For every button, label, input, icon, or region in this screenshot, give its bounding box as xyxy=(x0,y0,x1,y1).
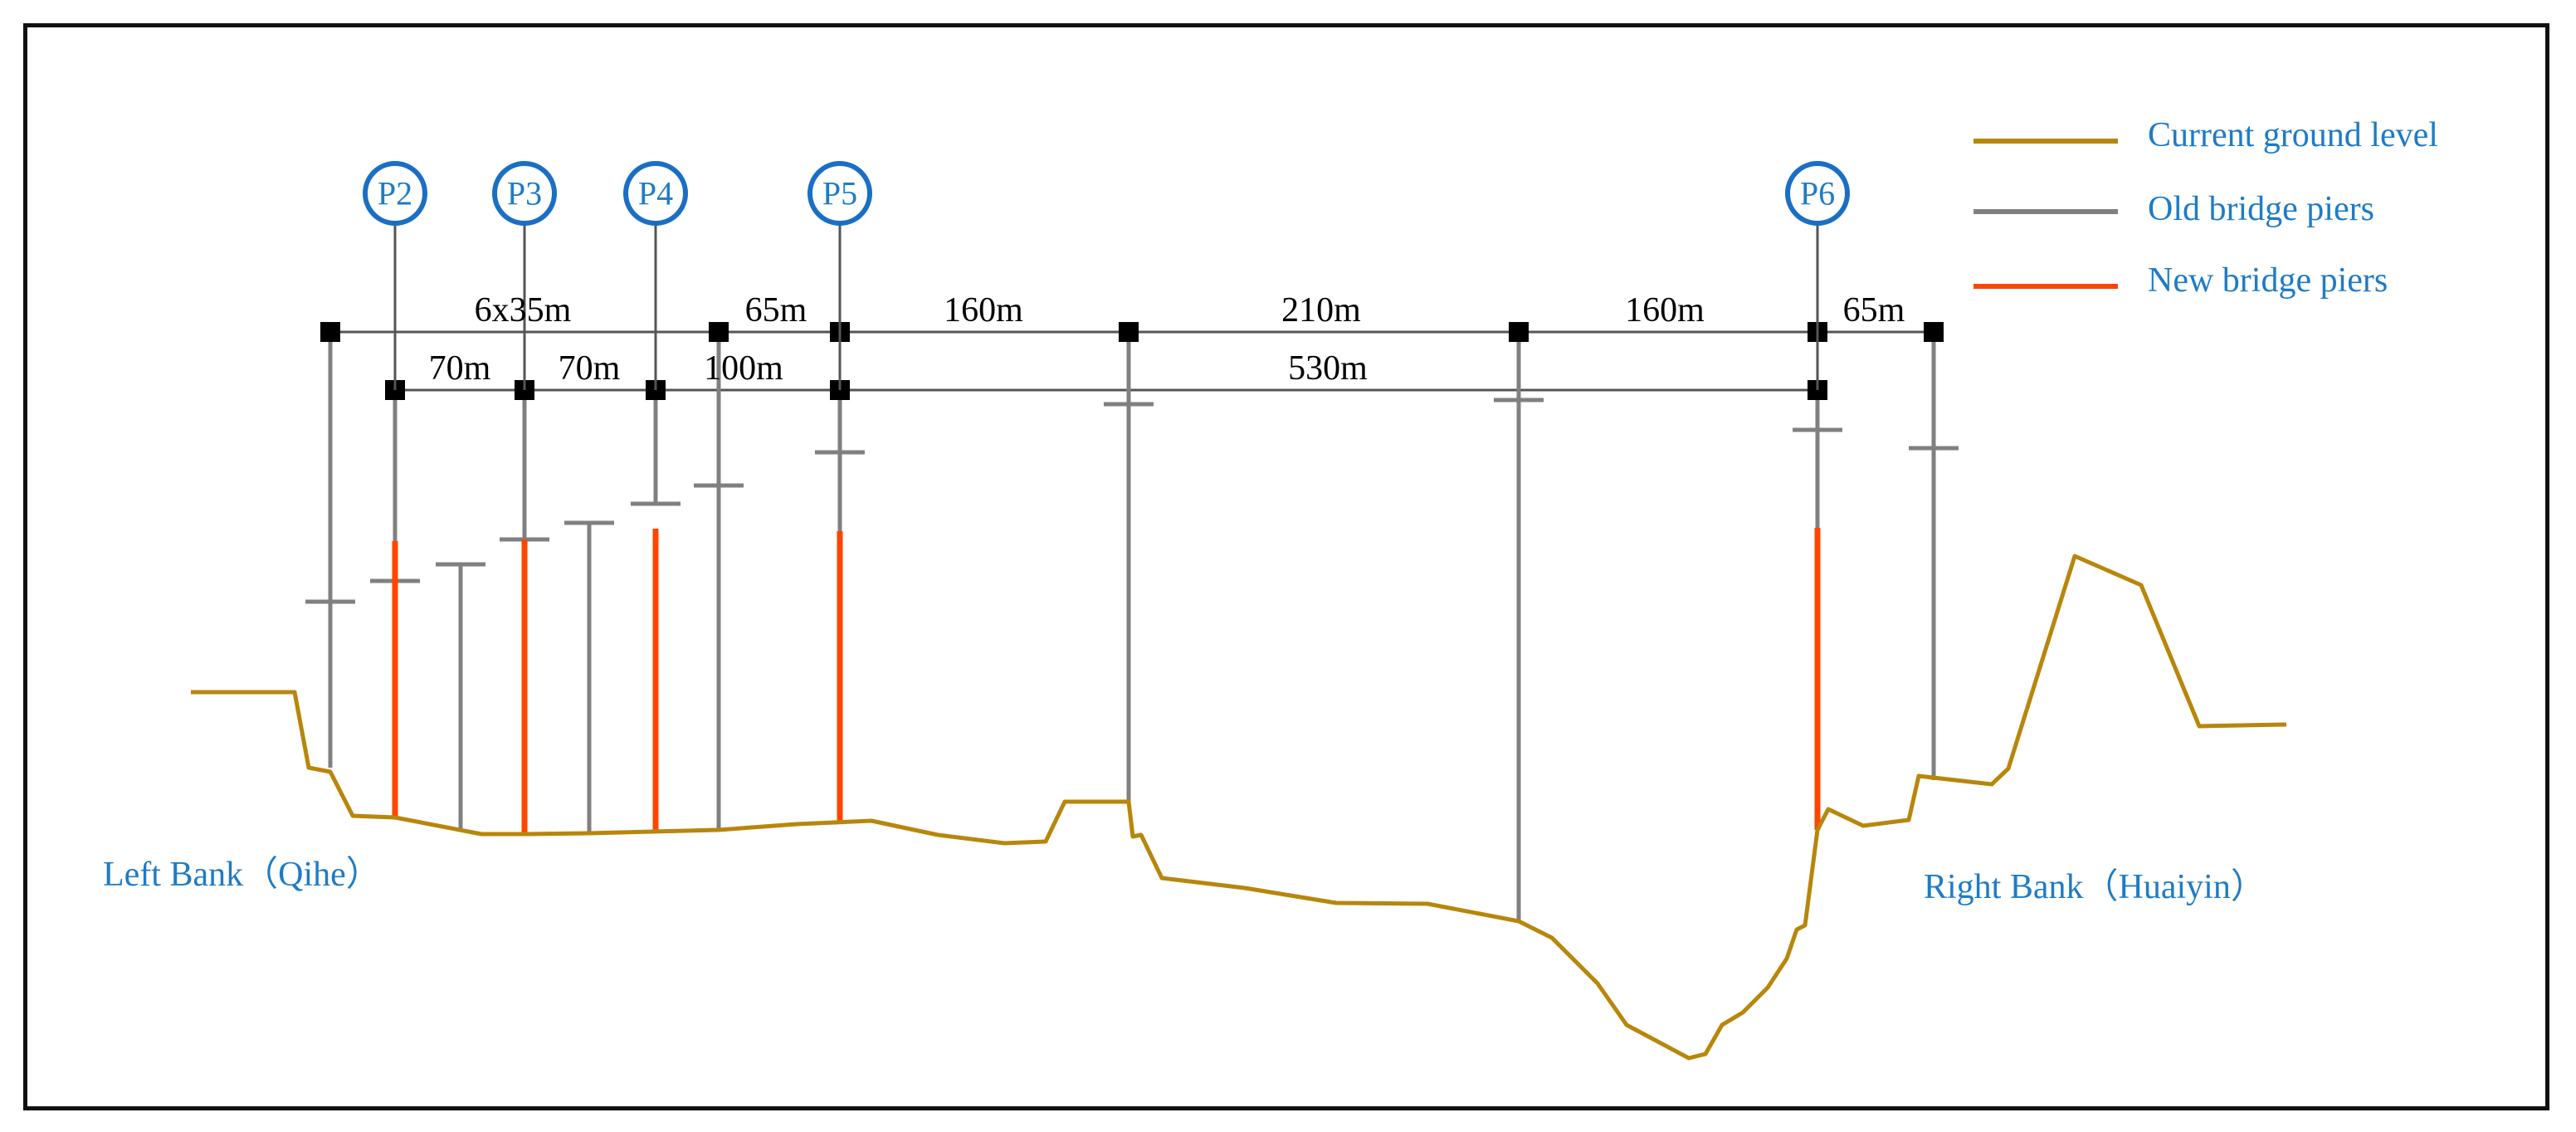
legend-old-label: Old bridge piers xyxy=(2148,190,2374,228)
marker xyxy=(320,322,340,342)
marker xyxy=(709,322,729,342)
marker xyxy=(1119,322,1139,342)
pier-label-circles xyxy=(363,161,1850,226)
pier-label: P5 xyxy=(822,175,857,212)
pier-label: P4 xyxy=(638,175,673,212)
span-label: 210m xyxy=(1281,291,1361,329)
marker xyxy=(1509,322,1529,342)
span-label: 65m xyxy=(745,291,807,329)
pier-label: P3 xyxy=(507,175,542,212)
legend-new-label: New bridge piers xyxy=(2148,261,2388,300)
span-label: 6x35m xyxy=(475,291,572,329)
pier-label: P2 xyxy=(378,175,412,212)
span-label: 65m xyxy=(1843,291,1905,329)
ground-level-line xyxy=(191,554,2287,1061)
span-label: 530m xyxy=(1288,349,1368,388)
marker xyxy=(1924,322,1944,342)
span-label: 160m xyxy=(1625,291,1705,329)
span-label: 70m xyxy=(429,349,491,388)
pier-caps xyxy=(305,398,1959,604)
old-piers xyxy=(328,335,1936,921)
pier-circle-p4 xyxy=(623,161,688,226)
right-bank-label: Right Bank（Huaiyin） xyxy=(1924,868,2266,906)
pier-circle-p5 xyxy=(807,161,872,226)
span-label: 70m xyxy=(559,349,621,388)
pier-circle-p2 xyxy=(363,161,427,226)
pier-label-leaders xyxy=(393,222,1819,390)
span-label: 100m xyxy=(704,349,783,388)
span-label: 160m xyxy=(944,291,1023,329)
pier-circle-p6 xyxy=(1785,161,1850,226)
left-bank-label: Left Bank（Qihe） xyxy=(103,856,381,894)
new-piers xyxy=(392,528,1821,834)
dimension-markers xyxy=(320,322,1944,400)
legend-ground-label: Current ground level xyxy=(2148,116,2438,154)
pier-label: P6 xyxy=(1800,175,1835,212)
pier-circle-p3 xyxy=(492,161,557,226)
legend: Current ground level Old bridge piers Ne… xyxy=(1973,116,2438,300)
diagram-frame xyxy=(23,23,2549,1110)
